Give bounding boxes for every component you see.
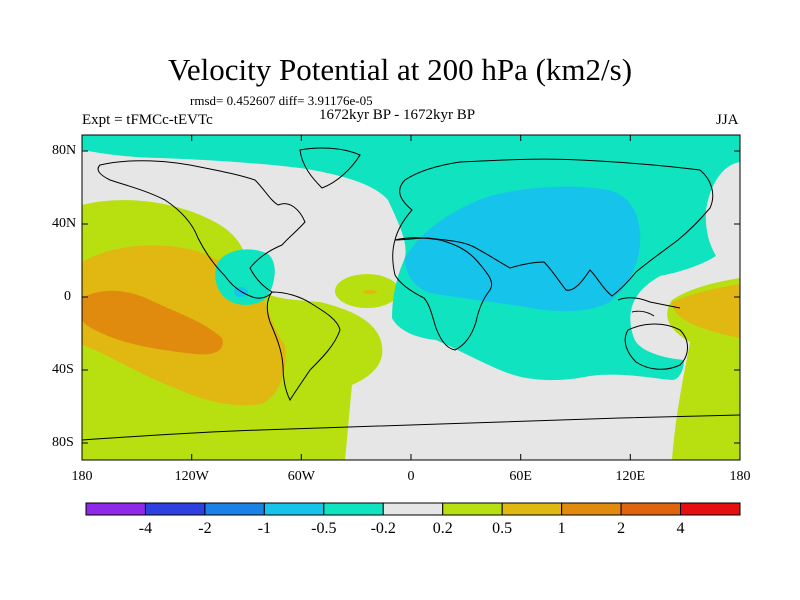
contour-eurasia-negative-0.5 [405, 186, 641, 312]
colorbar-label: -4 [138, 520, 153, 537]
lon-label-120w: 120W [174, 469, 209, 484]
colorbar-label: -2 [198, 520, 212, 537]
colorbar-box [85, 502, 146, 516]
coast-maritime-continent [617, 297, 681, 317]
plot-title: Velocity Potential at 200 hPa (km2/s) [167, 52, 633, 87]
coast-antarctica [82, 414, 740, 441]
colorbar-label: 0.5 [492, 520, 513, 537]
colorbar-box [442, 502, 503, 516]
contour-caribbean-negative-0.2 [215, 249, 275, 305]
colorbar-label: 0.2 [432, 520, 453, 537]
colorbar-box [620, 502, 682, 516]
lat-label-80n: 80N [52, 143, 77, 158]
contour-atlantic-core [363, 290, 377, 294]
colorbar-box [204, 502, 265, 516]
colorbar-label: -0.5 [311, 520, 337, 537]
coastlines [82, 147, 740, 441]
lat-label-80s: 80S [52, 435, 74, 450]
lon-label-0: 0 [407, 469, 415, 484]
experiment-label: Expt = tFMCc-tEVTc [82, 112, 213, 128]
filled-contours [82, 135, 740, 460]
colorbar-box [501, 502, 563, 516]
colorbar-box [561, 502, 622, 516]
colorbar-label: 1 [557, 520, 566, 537]
coast-greenland [299, 147, 361, 189]
coast-australia [624, 323, 688, 370]
lon-label-120e: 120E [615, 469, 646, 484]
colorbar-boxes [85, 502, 741, 516]
lat-label-40s: 40S [52, 362, 74, 377]
colorbar-label: 2 [617, 520, 626, 537]
lon-label-60e: 60E [509, 469, 532, 484]
colorbar-box [263, 502, 325, 516]
lat-label-40n: 40N [52, 216, 77, 231]
lon-label-180-right: 180 [729, 469, 751, 484]
colorbar-label: 4 [676, 520, 685, 537]
colorbar-box [382, 502, 444, 516]
period-label: 1672kyr BP - 1672kyr BP [319, 107, 476, 123]
season-label: JJA [716, 112, 739, 128]
contour-east-positive-0.5 [672, 284, 740, 338]
coast-south-america [266, 291, 341, 402]
coast-eurasia [394, 158, 714, 297]
colorbar-box [144, 502, 206, 516]
colorbar-box [680, 502, 741, 516]
coast-africa [392, 237, 493, 351]
colorbar-box [323, 502, 384, 516]
rmsd-diff-stats: rmsd= 0.452607 diff= 3.91176e-05 [190, 93, 373, 108]
lat-label-0: 0 [64, 289, 71, 304]
contour-pacific-positive-1 [82, 290, 223, 355]
coast-north-america [97, 160, 306, 299]
colorbar-label: -0.2 [370, 520, 396, 537]
axis-ticks [82, 135, 740, 460]
lon-label-180-left: 180 [71, 469, 93, 484]
colorbar-label: -1 [257, 520, 272, 537]
lon-label-60w: 60W [287, 469, 315, 484]
